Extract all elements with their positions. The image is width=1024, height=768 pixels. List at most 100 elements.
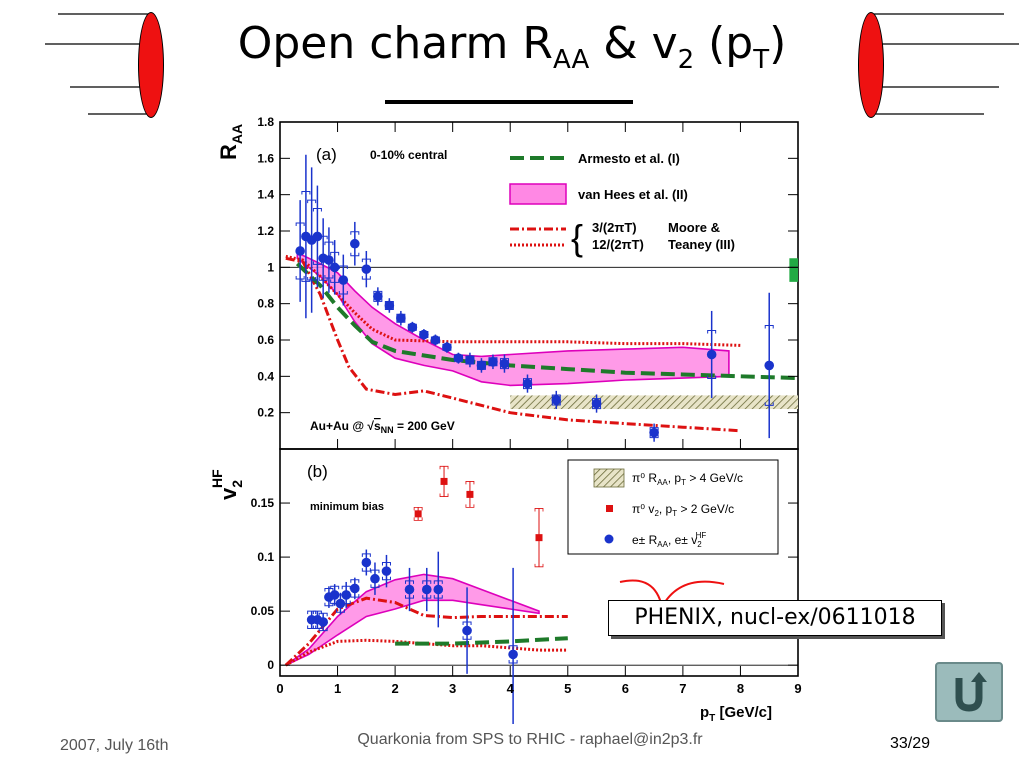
lg2-c: , e± v (668, 533, 697, 547)
syst-bracket-a (707, 330, 717, 380)
decorative-lines-right (874, 13, 1019, 115)
data-point-b (350, 583, 360, 594)
lg1-d: T (672, 509, 677, 518)
pi0-data-point-b (535, 534, 543, 542)
data-point-b (381, 566, 392, 576)
data-point-b (335, 598, 346, 609)
page-number: 33/29 (890, 735, 931, 752)
syst-bracket-b (508, 645, 518, 664)
data-point-a (329, 262, 340, 273)
legend-moore-label: Moore & (668, 220, 720, 235)
armesto-curve-b (395, 636, 568, 646)
syst-bracket-a (324, 241, 334, 279)
data-point-b (370, 573, 380, 584)
legend-pi0-raa-swatch (593, 468, 625, 488)
citation-box: PHENIX, nucl-ex/0611018 (608, 600, 942, 636)
data-point-a (419, 329, 429, 340)
moore3-curve-a (285, 256, 741, 433)
data-point-a (350, 238, 360, 249)
syst-bracket-a (551, 394, 561, 406)
lg0-a: π⁰ R (632, 471, 657, 485)
ytick-label-a: 0.2 (257, 406, 274, 420)
energy-tail: = 200 GeV (394, 419, 455, 433)
syst-bracket-a (499, 358, 509, 370)
syst-bracket-a (522, 378, 532, 390)
footer-date: 2007, July 16th (60, 737, 169, 754)
legend-electron-swatch (604, 534, 614, 544)
syst-bracket-a (312, 207, 322, 265)
xtick-label-b: 7 (679, 681, 686, 696)
decorative-lines-left (45, 13, 150, 115)
data-point-a (442, 342, 452, 353)
data-point-b (341, 590, 351, 600)
red-ellipse-left-icon (138, 12, 164, 118)
xtick-label-b: 1 (334, 681, 341, 696)
syst-bracket-b (462, 621, 472, 640)
data-point-a (706, 349, 717, 360)
xtick-label-b: 4 (507, 681, 515, 696)
xtick-label-b: 9 (794, 681, 801, 696)
sqrt-icon: √ (367, 419, 374, 433)
legend-vanhees-label: van Hees et al. (II) (578, 187, 688, 202)
syst-bracket-b (433, 580, 443, 599)
panel-a-system: Au+Au @ √sNN = 200 GeV (310, 419, 455, 435)
data-point-a (591, 398, 602, 409)
ytick-label-a: 1 (267, 260, 274, 274)
ytick-label-b: 0.15 (251, 496, 275, 510)
xlabel-main: p (700, 704, 709, 721)
panel-b-frame (279, 448, 799, 677)
data-point-b (404, 584, 415, 595)
legend-moore12-label: 12/(2πT) (592, 237, 644, 252)
syst-bracket-a (295, 222, 305, 280)
lg2-b: AA (657, 540, 668, 549)
ytick-label-b: 0 (267, 658, 274, 672)
data-point-b (361, 557, 372, 568)
lg1-b: 2 (654, 509, 659, 518)
title-text-paren: (p (694, 18, 754, 69)
title-text-close: ) (769, 18, 787, 69)
panel-a-label: (a) (316, 145, 337, 164)
legend-armesto-label: Armesto et al. (I) (578, 151, 680, 166)
title-text-mid: & v (589, 18, 678, 69)
xtick-label-b: 5 (564, 681, 571, 696)
pi0-syst-bracket-b (534, 508, 544, 568)
syst-bracket-b (324, 587, 334, 607)
energy-s: s (374, 419, 381, 433)
ytick-label-a: 0.8 (257, 297, 274, 311)
lg1-a: π⁰ v (632, 502, 654, 516)
legend-brace-icon: { (571, 217, 583, 258)
pi0-data-point-b (414, 510, 422, 518)
lg2-a: e± R (632, 533, 658, 547)
ytick-label-a: 0.6 (257, 333, 274, 347)
panel-a-ylabel: RAA (216, 124, 245, 160)
data-point-b (421, 584, 432, 595)
data-point-a (373, 291, 383, 302)
data-point-a (324, 255, 334, 265)
ylabel-a-main: R (216, 144, 241, 160)
ytick-label-a: 1.4 (257, 188, 274, 202)
norm-uncertainty-box (789, 258, 798, 282)
xtick-label-b: 8 (737, 681, 744, 696)
legend-pi0-v2-label: π⁰ v2, pT > 2 GeV/c (632, 502, 734, 518)
lg2-e: HF (696, 531, 707, 540)
data-point-b (329, 590, 340, 600)
legend-pi0-raa-label: π⁰ RAA, pT > 4 GeV/c (632, 471, 743, 487)
red-ellipse-right-icon (858, 12, 884, 118)
syst-bracket-a (764, 324, 774, 406)
xtick-label-b: 6 (622, 681, 629, 696)
data-point-a (488, 357, 498, 367)
title-text: Open charm R (237, 18, 553, 69)
data-point-a (522, 378, 533, 389)
syst-bracket-a (373, 290, 383, 302)
syst-bracket-a (592, 398, 602, 410)
return-button[interactable] (935, 662, 1003, 722)
lg0-c: , p (668, 471, 682, 485)
syst-bracket-b (405, 580, 414, 599)
moore12-curve-a (285, 254, 741, 347)
pi0-syst-bracket-b (439, 465, 449, 497)
syst-bracket-b (422, 580, 432, 599)
title-sub-2: 2 (677, 44, 695, 75)
data-point-a (649, 427, 659, 438)
ylabel-b-sup: HF (209, 469, 225, 488)
xlabel-sub: T (709, 713, 715, 724)
